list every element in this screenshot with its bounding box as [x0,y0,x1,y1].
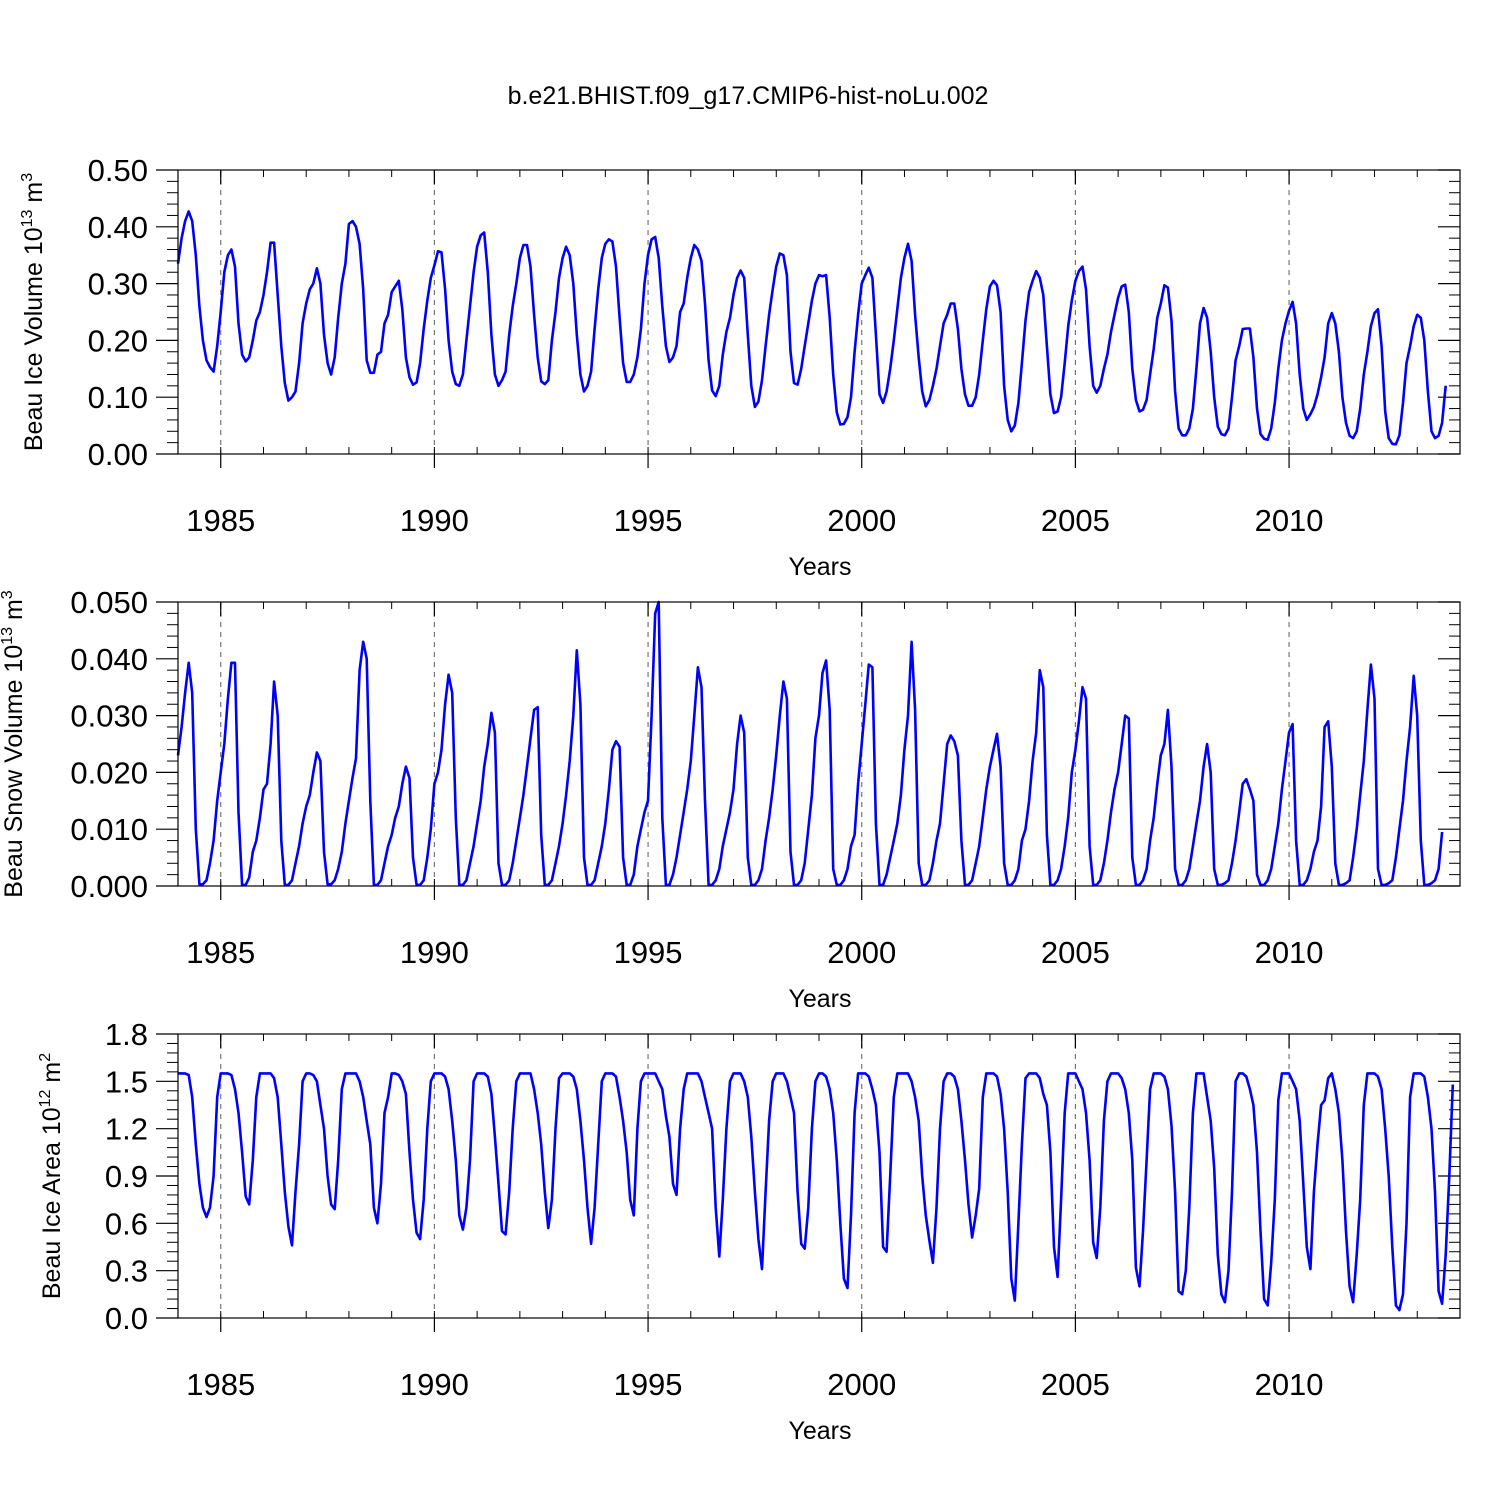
ice-volume-y-tick-label: 0.30 [88,267,148,302]
ice-area-x-tick-label: 2010 [1255,1367,1324,1402]
ice-volume-x-tick-label: 1985 [186,503,255,538]
ice-volume-x-tick-label: 2010 [1255,503,1324,538]
ice-area-y-tick-label: 0.9 [105,1159,148,1194]
snow-volume-series-line [176,600,1444,887]
ice-area-series-line [178,1072,1455,1312]
ice-volume-y-tick-label: 0.10 [88,380,148,415]
ice-area-y-tick-label: 1.5 [105,1064,148,1099]
ice-area-x-tick-label: 2005 [1041,1367,1110,1402]
ice-area-y-tick-label: 0.6 [105,1206,148,1241]
snow-volume-panel: 1985 1990 1995 2000 2005 2010 0.000 0.010 0.020 0… [0,585,1461,1013]
ice-volume-panel: 1985 1990 1995 2000 2005 2010 0.00 0.10 0.20 0.30… [19,153,1461,581]
snow-volume-x-tick-label: 1985 [186,935,255,970]
snow-volume-x-tick-label: 2005 [1041,935,1110,970]
ice-volume-x-tick-label: 1995 [614,503,683,538]
snow-volume-y-tick-label: 0.010 [70,812,148,847]
snow-volume-y-tick-label: 0.020 [70,755,148,790]
ice-volume-x-axis-title: Years [788,553,851,581]
ice-volume-y-tick-label: 0.50 [88,153,148,188]
snow-volume-y-tick-label: 0.030 [70,699,148,734]
snow-volume-x-axis-title: Years [788,985,851,1013]
ice-volume-y-tick-label: 0.00 [88,437,148,472]
ice-volume-y-tick-label: 0.20 [88,323,148,358]
chart-title: b.e21.BHIST.f09_g17.CMIP6-hist-noLu.002 [508,82,989,110]
ice-volume-x-tick-label: 2005 [1041,503,1110,538]
snow-volume-y-tick-label: 0.000 [70,869,148,904]
ice-volume-x-tick-label: 2000 [827,503,896,538]
ice-area-x-tick-label: 1990 [400,1367,469,1402]
snow-volume-y-tick-label: 0.040 [70,642,148,677]
ice-area-x-axis-title: Years [788,1417,851,1445]
ice-area-y-tick-label: 1.8 [105,1017,148,1052]
ice-volume-series-line [176,210,1447,446]
ice-area-y-axis-title: Beau Ice Area 1012 m2 [37,1053,66,1299]
ice-area-y-tick-label: 0.3 [105,1254,148,1289]
ice-area-y-tick-label: 0.0 [105,1301,148,1336]
snow-volume-x-tick-label: 2010 [1255,935,1324,970]
ice-area-plot-frame [177,1033,1461,1319]
snow-volume-y-axis-title: Beau Snow Volume 1013 m3 [0,590,28,898]
snow-volume-plot-frame [177,601,1461,887]
ice-volume-plot-frame [177,169,1461,455]
snow-volume-x-tick-label: 1995 [614,935,683,970]
ice-area-x-tick-label: 1995 [614,1367,683,1402]
ice-volume-x-tick-label: 1990 [400,503,469,538]
ice-volume-y-tick-label: 0.40 [88,210,148,245]
ice-area-x-tick-label: 2000 [827,1367,896,1402]
snow-volume-y-tick-label: 0.050 [70,585,148,620]
snow-volume-x-tick-label: 2000 [827,935,896,970]
snow-volume-x-tick-label: 1990 [400,935,469,970]
ice-area-panel: 1985 1990 1995 2000 2005 2010 0.0 0.3 0.6 0.9 1.2 1… [37,1017,1461,1445]
ice-area-x-tick-label: 1985 [186,1367,255,1402]
ice-volume-y-axis-title: Beau Ice Volume 1013 m3 [19,173,48,451]
ice-area-y-tick-label: 1.2 [105,1112,148,1147]
